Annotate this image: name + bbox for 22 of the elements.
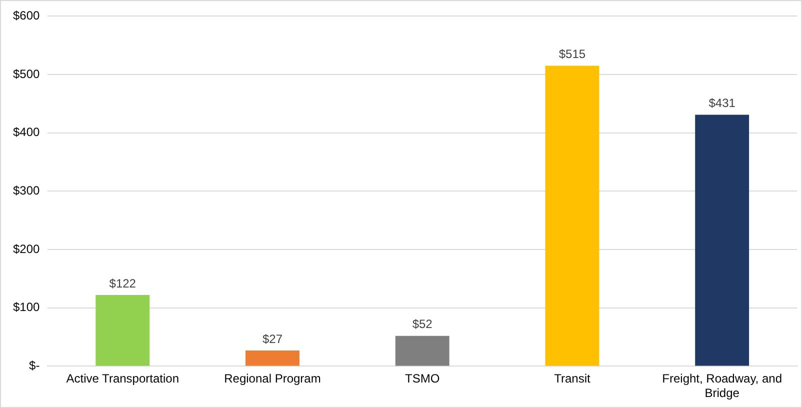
data-label: $122 <box>109 276 136 290</box>
bar <box>96 295 150 366</box>
data-label: $52 <box>412 317 433 332</box>
x-tick-label: Regional Program <box>224 372 321 386</box>
bar <box>395 336 450 366</box>
x-tick-label: TSMO <box>405 372 440 386</box>
x-tick-label: Transit <box>554 372 591 386</box>
y-tick-label: $100 <box>12 300 40 314</box>
x-tick-label: Freight, Roadway, and Bridge <box>662 372 782 400</box>
y-tick-label: $400 <box>12 125 40 140</box>
data-label: $515 <box>558 47 586 62</box>
bar <box>545 66 600 366</box>
y-tick-label: $- <box>29 358 40 373</box>
y-tick-label: $300 <box>12 184 40 198</box>
bar <box>695 114 750 366</box>
data-label: $431 <box>708 96 736 110</box>
bar <box>246 350 300 366</box>
y-tick-label: $600 <box>12 8 40 23</box>
x-tick-label: Active Transportation <box>66 372 179 386</box>
y-tick-label: $200 <box>12 242 40 256</box>
y-tick-label: $500 <box>12 66 40 81</box>
data-label: $27 <box>262 332 283 346</box>
